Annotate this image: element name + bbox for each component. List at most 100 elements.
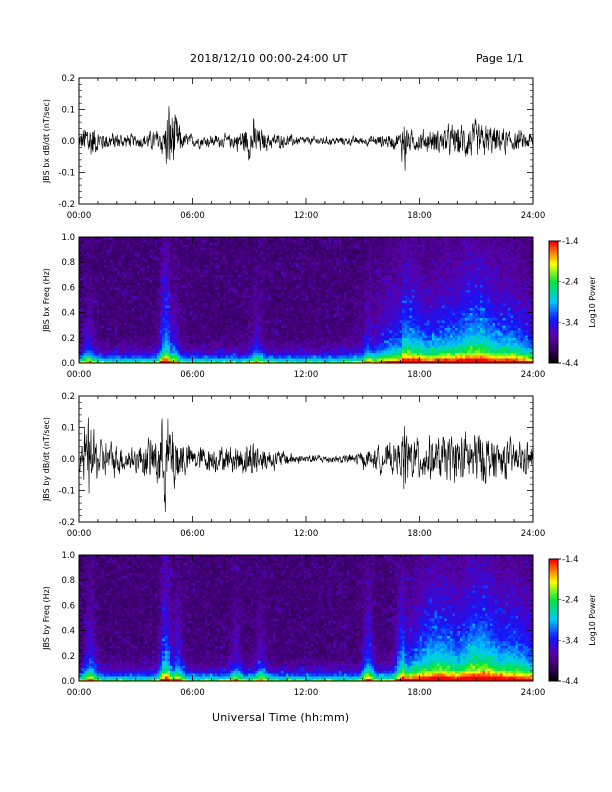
heatmap-cell (159, 315, 163, 318)
heatmap-cell (217, 262, 221, 266)
heatmap-cell (283, 249, 287, 253)
heatmap-cell (240, 247, 244, 250)
heatmap-cell (149, 317, 153, 321)
heatmap-cell (144, 347, 148, 351)
heatmap-cell (290, 342, 294, 346)
heatmap-cell (116, 257, 120, 260)
heatmap-cell (121, 272, 125, 276)
heatmap-cell (177, 257, 181, 260)
heatmap-cell (222, 305, 226, 308)
heatmap-cell (230, 289, 234, 293)
heatmap-cell (260, 340, 264, 344)
heatmap-cell (104, 262, 108, 266)
heatmap-cell (182, 322, 186, 326)
heatmap-cell (210, 355, 213, 359)
heatmap-cell (172, 274, 176, 278)
heatmap-cell (225, 272, 229, 276)
heatmap-cell (86, 345, 90, 349)
heatmap-cell (152, 335, 155, 339)
heatmap-cell (154, 292, 158, 296)
heatmap-cell (230, 335, 234, 339)
heatmap-cell (253, 352, 256, 356)
heatmap-cell (116, 269, 120, 273)
heatmap-cell (124, 282, 128, 286)
heatmap-cell (290, 287, 294, 291)
heatmap-cell (195, 252, 198, 255)
heatmap-cell (255, 277, 259, 281)
heatmap-cell (303, 335, 307, 339)
heatmap-cell (195, 242, 198, 245)
heatmap-cell (144, 350, 148, 354)
heatmap-cell (321, 264, 324, 268)
heatmap-cell (86, 330, 90, 334)
heatmap-cell (240, 269, 244, 273)
heatmap-cell (189, 272, 193, 276)
heatmap-cell (154, 330, 158, 334)
heatmap-cell (263, 284, 266, 288)
heatmap-cell (210, 272, 213, 276)
heatmap-cell (222, 340, 226, 344)
heatmap-cell (164, 315, 168, 318)
heatmap-cell (179, 330, 183, 334)
heatmap-cell (227, 355, 231, 359)
heatmap-cell (316, 274, 319, 278)
heatmap-cell (311, 342, 314, 346)
heatmap-cell (162, 264, 166, 268)
heatmap-cell (111, 330, 115, 334)
x-tick-label: 00:00 (67, 211, 92, 221)
heatmap-cell (86, 317, 90, 321)
heatmap-cell (144, 360, 148, 364)
heatmap-cell (265, 342, 269, 346)
heatmap-cell (139, 335, 143, 339)
heatmap-cell (306, 335, 309, 339)
heatmap-cell (273, 302, 277, 306)
heatmap-cell (265, 237, 269, 240)
heatmap-cell (323, 350, 327, 354)
heatmap-cell (131, 297, 135, 301)
heatmap-cell (182, 332, 186, 336)
heatmap-cell (177, 327, 181, 331)
heatmap-cell (273, 297, 277, 301)
heatmap-cell (313, 262, 317, 266)
heatmap-cell (86, 254, 90, 258)
heatmap-cell (237, 307, 241, 311)
heatmap-cell (268, 305, 271, 308)
heatmap-cell (111, 335, 115, 339)
heatmap-cell (283, 287, 287, 291)
heatmap-cell (142, 239, 145, 243)
heatmap-cell (169, 297, 173, 301)
heatmap-cell (300, 300, 304, 303)
heatmap-cell (116, 277, 120, 281)
heatmap-cell (250, 249, 254, 253)
heatmap-cell (162, 355, 166, 359)
heatmap-cell (99, 310, 102, 313)
heatmap-cell (220, 257, 224, 260)
heatmap-cell (250, 347, 254, 351)
heatmap-cell (124, 340, 128, 344)
heatmap-cell (253, 307, 256, 311)
heatmap-cell (167, 307, 171, 311)
heatmap-cell (270, 264, 274, 268)
heatmap-cell (268, 315, 271, 318)
heatmap-cell (109, 320, 113, 323)
heatmap-cell (131, 274, 135, 278)
heatmap-cell (235, 352, 239, 356)
heatmap-cell (230, 325, 234, 329)
heatmap-cell (278, 322, 282, 326)
heatmap-cell (139, 315, 143, 318)
heatmap-cell (278, 259, 282, 263)
heatmap-cell (260, 257, 264, 260)
heatmap-cell (207, 237, 211, 240)
heatmap-cell (197, 352, 201, 356)
heatmap-cell (308, 325, 312, 329)
heatmap-cell (318, 247, 322, 250)
heatmap-cell (147, 252, 150, 255)
heatmap-cell (303, 352, 307, 356)
heatmap-cell (137, 289, 140, 293)
heatmap-cell (298, 249, 302, 253)
heatmap-cell (81, 320, 85, 323)
heatmap-cell (270, 335, 274, 339)
heatmap-cell (210, 350, 213, 354)
heatmap-cell (79, 340, 82, 344)
heatmap-cell (285, 244, 289, 248)
